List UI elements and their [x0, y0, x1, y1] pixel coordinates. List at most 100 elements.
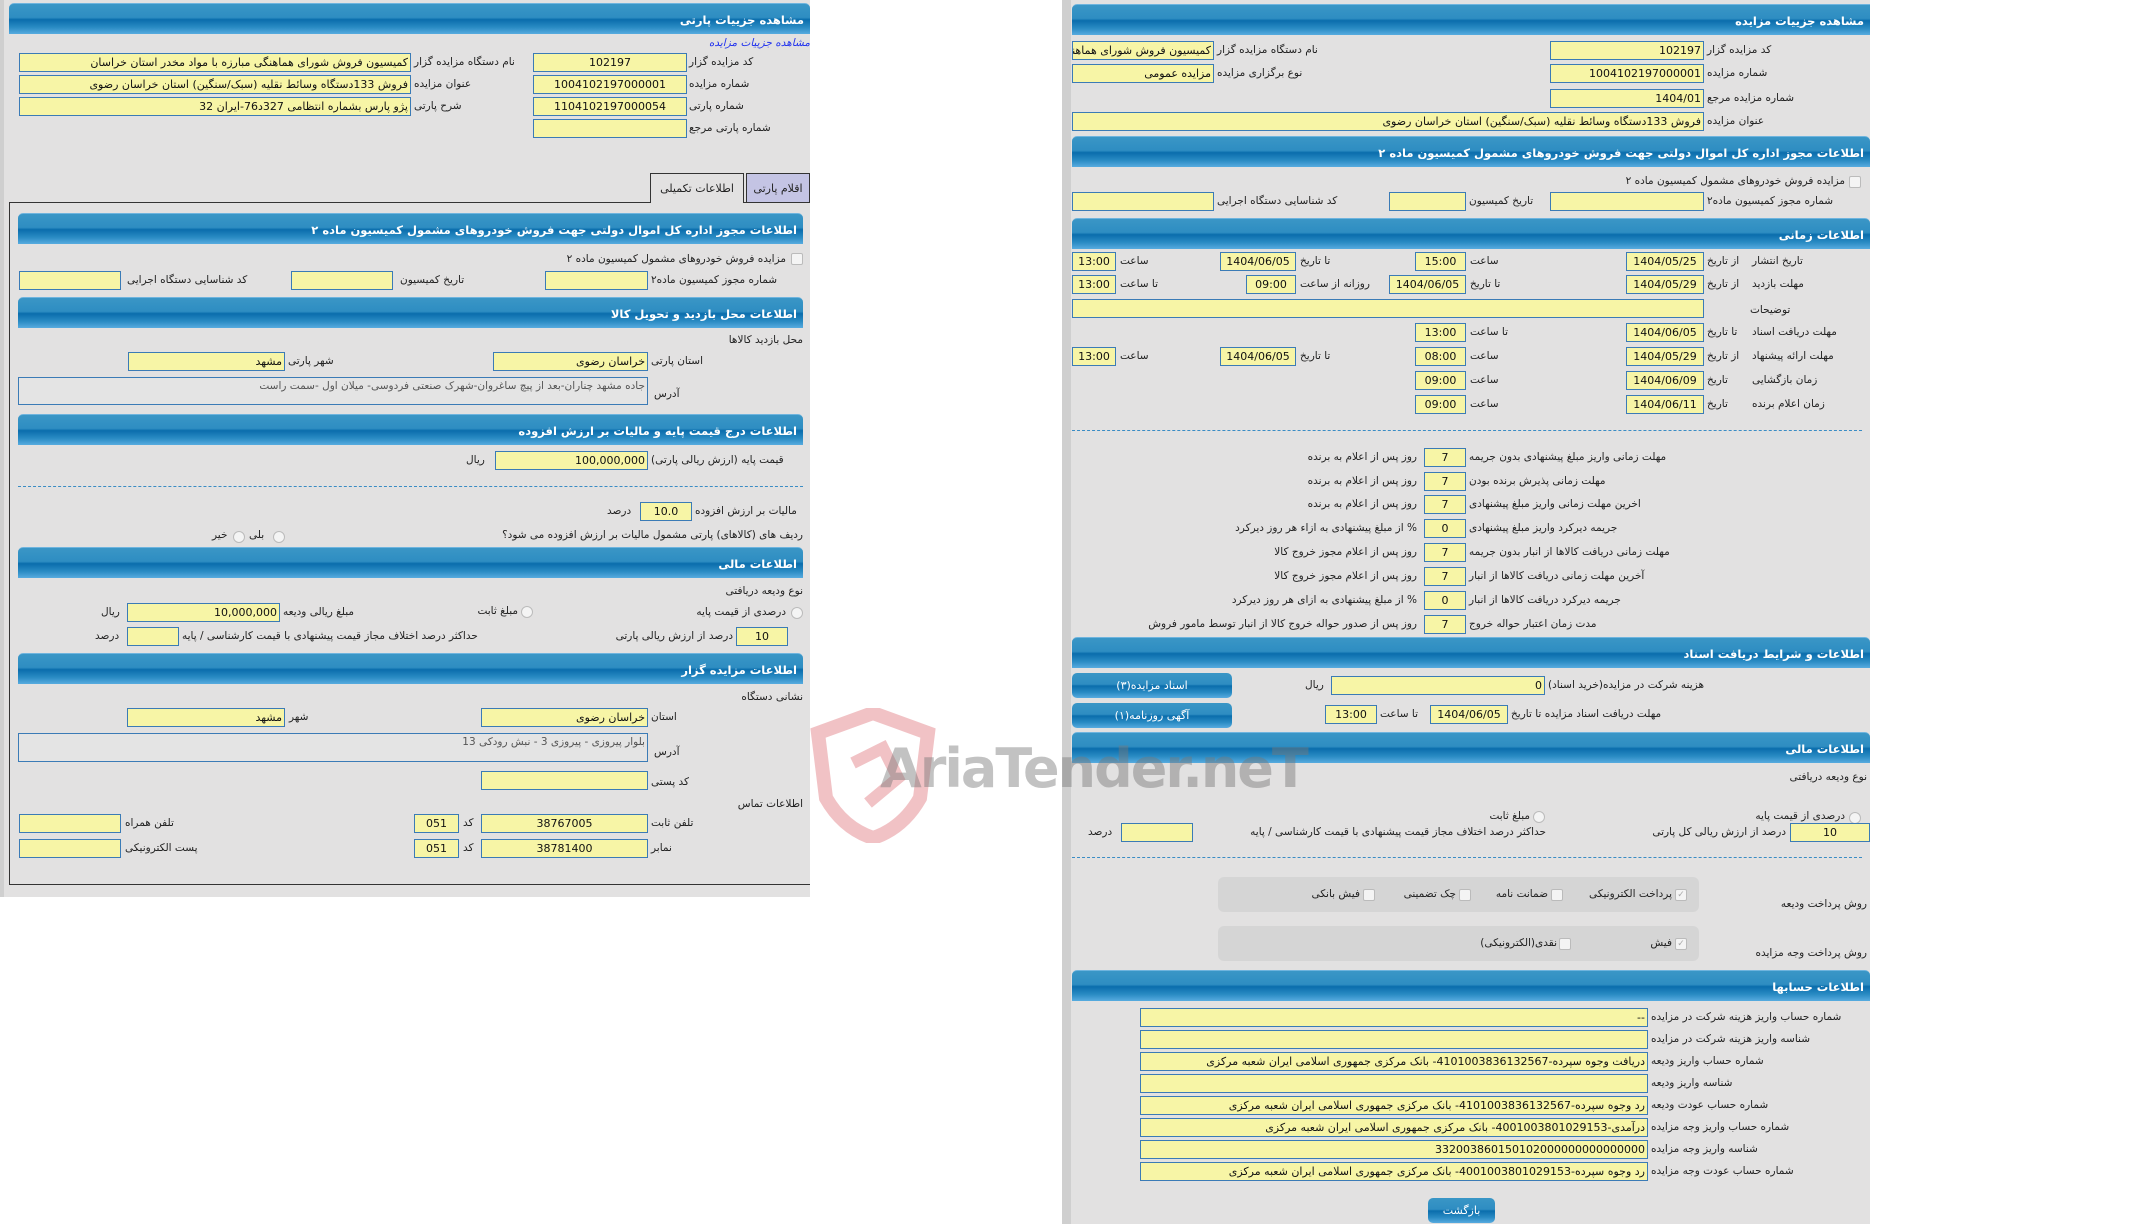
account-field[interactable]: -- — [1140, 1008, 1648, 1027]
account-field[interactable]: رد وجوه سپرده-4001003801029153- بانک مرک… — [1140, 1162, 1648, 1181]
deadline-field[interactable]: 7 — [1424, 567, 1466, 586]
account-field[interactable]: درآمدی-4001003801029153- بانک مرکزی جمهو… — [1140, 1118, 1648, 1137]
visit-to-hour-label: تا ساعت — [1120, 278, 1159, 290]
phone-code-field[interactable]: 051 — [414, 814, 459, 833]
account-field[interactable] — [1140, 1074, 1648, 1093]
deadline-field[interactable]: 7 — [1424, 495, 1466, 514]
org-province-field[interactable]: خراسان رضوی — [481, 708, 648, 727]
r-org-name-field[interactable]: کمیسیون فروش شورای هماهنگی مبارزه با موا… — [1072, 41, 1214, 60]
auction-documents-button[interactable]: اسناد مزایده(۳) — [1072, 673, 1232, 698]
auction-number-field[interactable]: 1004102197000001 — [533, 75, 687, 94]
vat-field[interactable]: 10.0 — [640, 502, 692, 521]
fax-field[interactable]: 38781400 — [481, 839, 648, 858]
offer-from-time[interactable]: 08:00 — [1415, 347, 1466, 366]
tab-lot-items[interactable]: اقلام پارتی — [746, 173, 810, 202]
deposit-amount-field[interactable]: 10,000,000 — [127, 603, 280, 622]
deadline-field[interactable]: 7 — [1424, 448, 1466, 467]
lot-address-field[interactable]: جاده مشهد چناران-بعد از پیچ ساغروان-شهرک… — [18, 377, 648, 405]
lot-city-field[interactable]: مشهد — [128, 352, 285, 371]
account-field[interactable] — [1140, 1030, 1648, 1049]
org-city-field[interactable]: مشهد — [127, 708, 285, 727]
deposit-option-checkbox[interactable] — [1459, 889, 1471, 901]
vat-yes-radio[interactable] — [273, 531, 285, 543]
winner-time[interactable]: 09:00 — [1415, 395, 1466, 414]
publish-from-time[interactable]: 15:00 — [1415, 252, 1466, 271]
r-commission-checkbox[interactable] — [1849, 176, 1861, 188]
visit-daily-time[interactable]: 09:00 — [1246, 275, 1296, 294]
auction-title-field[interactable]: فروش 133دستگاه وسائط نقلیه (سبک/سنگین) ا… — [19, 75, 411, 94]
org-address-field[interactable]: بلوار پیروزی - پیروزی 3 - نبش رودکی 13 — [18, 733, 648, 762]
lot-description-field[interactable]: پژو پارس بشماره انتظامی 327د76-ایران 32 — [19, 97, 411, 116]
r-deposit-percent-field[interactable]: 10 — [1790, 823, 1870, 842]
r-auction-title-field[interactable]: فروش 133دستگاه وسائط نقلیه (سبک/سنگین) ا… — [1072, 112, 1704, 131]
lot-city-label: شهر پارتی — [288, 355, 334, 367]
lot-number-field[interactable]: 1104102197000054 — [533, 97, 687, 116]
deposit-option-checkbox[interactable] — [1551, 889, 1563, 901]
deposit-option-checkbox[interactable]: ✓ — [1675, 889, 1687, 901]
opening-date[interactable]: 1404/06/09 — [1626, 371, 1704, 390]
r-org-code-field[interactable]: 102197 — [1550, 41, 1704, 60]
r-deposit-fixed-radio[interactable] — [1533, 811, 1545, 823]
org-code-field[interactable]: 102197 — [533, 53, 687, 72]
phone-field[interactable]: 38767005 — [481, 814, 648, 833]
winner-date[interactable]: 1404/06/11 — [1626, 395, 1704, 414]
docs-to-date[interactable]: 1404/06/05 — [1626, 323, 1704, 342]
visit-to-date[interactable]: 1404/06/05 — [1389, 275, 1466, 294]
visit-from-label: از تاریخ — [1707, 278, 1740, 290]
email-field[interactable] — [19, 839, 121, 858]
tab-additional-info[interactable]: اطلاعات تکمیلی — [650, 173, 744, 203]
r-auction-type-field[interactable]: مزایده عمومی — [1072, 64, 1214, 83]
newspaper-ad-button[interactable]: آگهی روزنامه(۱) — [1072, 703, 1232, 728]
publish-to-date[interactable]: 1404/06/05 — [1220, 252, 1296, 271]
offer-to-time[interactable]: 13:00 — [1072, 347, 1116, 366]
docs-deadline-date[interactable]: 1404/06/05 — [1430, 705, 1508, 724]
deposit-percent-field[interactable]: 10 — [736, 627, 788, 646]
fax-code-field[interactable]: 051 — [414, 839, 459, 858]
reference-lot-field[interactable] — [533, 119, 687, 138]
r-ref-number-field[interactable]: 1404/01 — [1550, 89, 1704, 108]
docs-deadline-time[interactable]: 13:00 — [1325, 705, 1377, 724]
account-field[interactable]: 332003860150102000000000000000 — [1140, 1140, 1648, 1159]
publish-to-time[interactable]: 13:00 — [1072, 252, 1116, 271]
deadline-field[interactable]: 7 — [1424, 472, 1466, 491]
permit-number-field[interactable] — [545, 271, 648, 290]
exec-id-field[interactable] — [19, 271, 121, 290]
visit-from-date[interactable]: 1404/05/29 — [1626, 275, 1704, 294]
publish-from-date[interactable]: 1404/05/25 — [1626, 252, 1704, 271]
commission-checkbox[interactable] — [791, 253, 803, 265]
participation-fee-field[interactable]: 0 — [1331, 676, 1545, 695]
vat-no-radio[interactable] — [233, 531, 245, 543]
mobile-field[interactable] — [19, 814, 121, 833]
auction-payment-checkbox[interactable] — [1559, 938, 1571, 950]
r-permit-number-field[interactable] — [1550, 192, 1704, 211]
r-auction-number-field[interactable]: 1004102197000001 — [1550, 64, 1704, 83]
deposit-percent-radio[interactable] — [791, 607, 803, 619]
offer-to-date[interactable]: 1404/06/05 — [1220, 347, 1296, 366]
r-exec-id-field[interactable] — [1072, 192, 1214, 211]
lot-province-field[interactable]: خراسان رضوی — [493, 352, 648, 371]
back-button[interactable]: بازگشت — [1428, 1198, 1495, 1223]
deadline-field[interactable]: 0 — [1424, 519, 1466, 538]
deposit-fixed-radio[interactable] — [521, 606, 533, 618]
account-field[interactable]: دریافت وجوه سپرده-4101003836132567- بانک… — [1140, 1052, 1648, 1071]
base-price-field[interactable]: 100,000,000 — [495, 451, 648, 470]
opening-time[interactable]: 09:00 — [1415, 371, 1466, 390]
deadline-field[interactable]: 7 — [1424, 615, 1466, 634]
deadline-field[interactable]: 0 — [1424, 591, 1466, 610]
view-auction-details-link[interactable]: مشاهده جزییات مزایده — [708, 37, 810, 49]
notes-field[interactable] — [1072, 299, 1704, 318]
account-label: شماره حساب عودت ودیعه — [1651, 1099, 1769, 1111]
max-diff-field[interactable] — [127, 627, 179, 646]
offer-from-date[interactable]: 1404/05/29 — [1626, 347, 1704, 366]
docs-to-time[interactable]: 13:00 — [1415, 323, 1466, 342]
commission-date-field[interactable] — [291, 271, 393, 290]
visit-to-time[interactable]: 13:00 — [1072, 275, 1116, 294]
org-name-field[interactable]: کمیسیون فروش شورای هماهنگی مبارزه با موا… — [19, 53, 411, 72]
r-max-diff-field[interactable] — [1121, 823, 1193, 842]
deposit-option-checkbox[interactable] — [1363, 889, 1375, 901]
account-field[interactable]: رد وجوه سپرده-4101003836132567- بانک مرک… — [1140, 1096, 1648, 1115]
deadline-field[interactable]: 7 — [1424, 543, 1466, 562]
postal-code-field[interactable] — [481, 771, 648, 790]
auction-payment-checkbox[interactable]: ✓ — [1675, 938, 1687, 950]
r-commission-date-field[interactable] — [1389, 192, 1466, 211]
